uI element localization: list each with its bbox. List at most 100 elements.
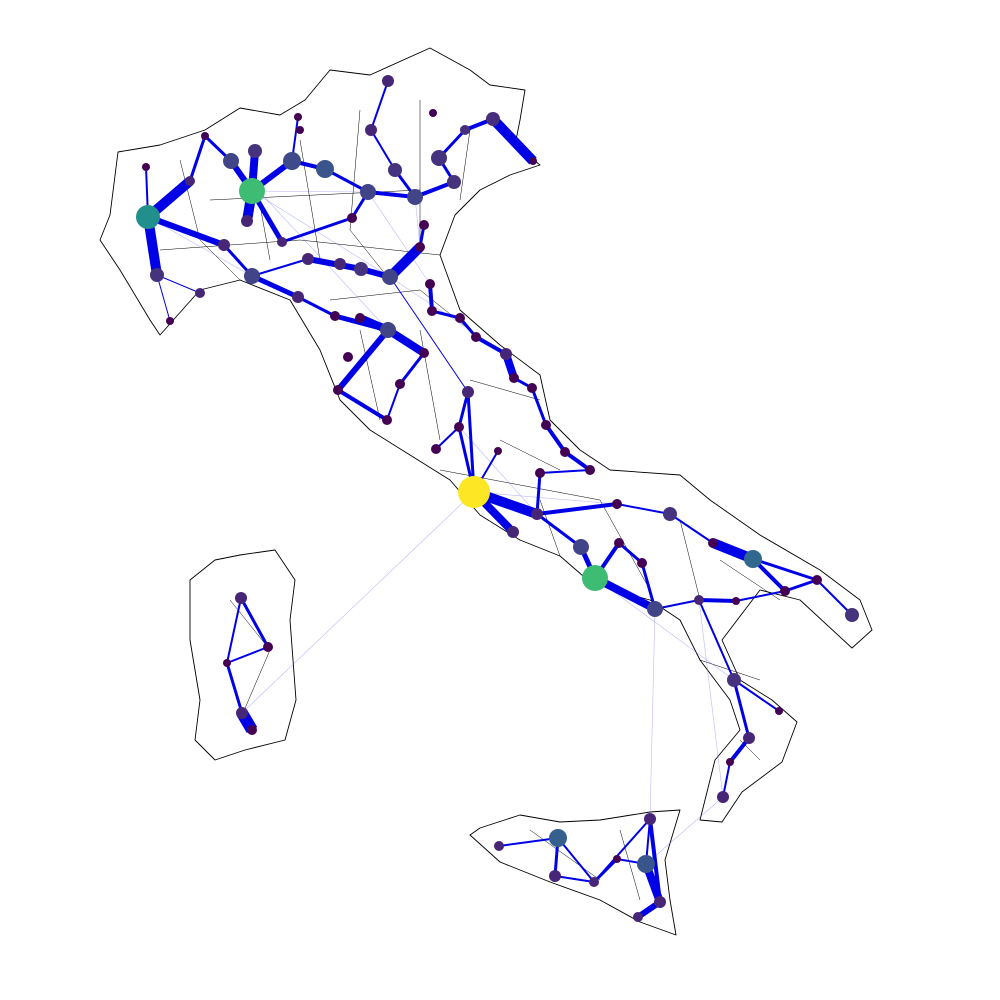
edge: [498, 837, 559, 847]
node: [201, 132, 209, 140]
edge: [466, 391, 476, 493]
faint-edge: [645, 796, 724, 865]
edge: [370, 80, 389, 131]
node: [296, 126, 304, 134]
sicily: [469, 809, 681, 936]
node: [644, 813, 656, 825]
edge: [386, 383, 401, 421]
node: [244, 268, 260, 284]
edge: [281, 216, 353, 244]
node: [382, 75, 394, 87]
nodes: [136, 75, 859, 922]
node: [637, 855, 655, 873]
node: [360, 184, 376, 200]
edge: [435, 426, 460, 450]
node: [447, 175, 461, 189]
node: [633, 912, 643, 922]
node: [427, 306, 437, 316]
node: [382, 415, 392, 425]
edge: [616, 503, 671, 515]
node: [395, 379, 405, 389]
edge: [530, 387, 548, 426]
node: [560, 447, 570, 457]
node: [415, 242, 425, 252]
node: [507, 526, 519, 538]
faint-edge: [594, 577, 735, 681]
edge: [563, 450, 592, 472]
node: [407, 189, 423, 205]
node: [454, 422, 464, 432]
node: [717, 791, 729, 803]
node: [549, 870, 561, 882]
node: [708, 538, 718, 548]
edge: [156, 274, 171, 322]
edge: [544, 423, 567, 454]
node: [494, 841, 504, 851]
node: [354, 262, 368, 276]
edge: [618, 541, 643, 565]
faint-edge: [147, 216, 253, 277]
edge: [536, 502, 618, 516]
node: [195, 288, 205, 298]
faint-edge: [649, 608, 656, 820]
node: [582, 565, 608, 591]
edge: [239, 597, 270, 648]
node: [236, 707, 248, 719]
edge: [752, 557, 818, 582]
node: [355, 313, 365, 323]
faint-edge: [251, 190, 391, 278]
edge: [557, 837, 595, 883]
node: [585, 465, 595, 475]
node: [150, 268, 164, 282]
edge: [457, 391, 470, 428]
node: [531, 508, 543, 520]
edge: [156, 274, 201, 294]
node: [235, 592, 247, 604]
edge: [489, 115, 537, 165]
node: [845, 608, 859, 622]
node: [419, 220, 429, 230]
node: [347, 213, 357, 223]
node: [330, 311, 340, 321]
node: [343, 352, 353, 362]
node: [333, 385, 343, 395]
edge: [297, 295, 336, 318]
node: [589, 877, 599, 887]
node: [694, 595, 704, 605]
node: [388, 163, 402, 177]
node: [647, 601, 663, 617]
node: [527, 383, 537, 393]
node: [780, 586, 790, 596]
edge: [336, 388, 389, 422]
edge: [251, 258, 309, 277]
edge: [669, 513, 714, 544]
edges: [143, 80, 853, 920]
node: [535, 468, 545, 478]
node: [365, 124, 377, 136]
node: [223, 659, 231, 667]
node: [431, 444, 441, 454]
land: [99, 47, 873, 936]
node: [614, 538, 624, 548]
edge: [398, 352, 426, 385]
node: [613, 855, 621, 863]
edge: [733, 679, 780, 712]
sardinia: [189, 549, 297, 761]
node: [248, 144, 262, 158]
edge: [226, 597, 242, 664]
node: [283, 152, 301, 170]
node: [460, 125, 470, 135]
mainland: [99, 47, 873, 823]
edge: [188, 135, 207, 182]
node: [612, 499, 622, 509]
node: [294, 113, 302, 121]
node: [462, 386, 474, 398]
node: [732, 597, 740, 605]
faint-edge: [241, 491, 475, 714]
node: [812, 575, 822, 585]
edge: [389, 276, 469, 393]
node: [247, 725, 257, 735]
edge: [335, 328, 391, 392]
edge: [146, 214, 226, 248]
